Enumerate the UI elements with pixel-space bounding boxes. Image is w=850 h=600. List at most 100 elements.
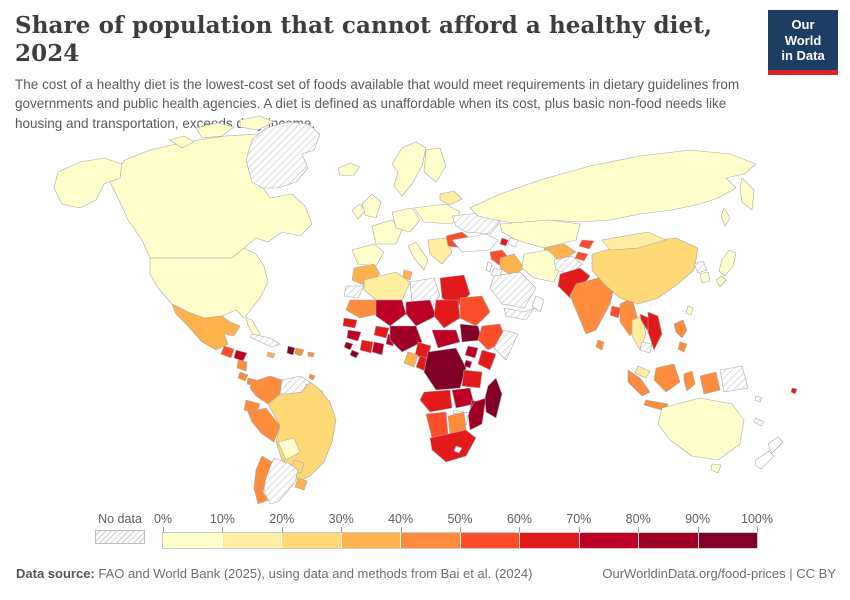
region-jamaica[interactable]	[266, 351, 276, 359]
region-lesotho[interactable]	[453, 445, 463, 454]
region-west-papua[interactable]	[699, 371, 721, 395]
region-tunisia[interactable]	[402, 269, 413, 281]
region-china[interactable]	[591, 237, 699, 305]
region-trinidad[interactable]	[308, 373, 316, 381]
region-liberia[interactable]	[349, 349, 360, 359]
region-cuba[interactable]	[249, 333, 281, 348]
legend-bin[interactable]	[579, 533, 639, 548]
region-italy[interactable]	[407, 241, 429, 271]
region-western-sahara[interactable]	[343, 285, 365, 299]
legend-bin[interactable]	[222, 533, 282, 548]
region-peru[interactable]	[247, 407, 281, 443]
region-philippines-south[interactable]	[677, 341, 688, 353]
legend-bin[interactable]	[520, 533, 580, 548]
region-kamchatka[interactable]	[739, 177, 755, 211]
region-france[interactable]	[371, 219, 403, 245]
legend-no-data[interactable]: No data	[95, 512, 145, 544]
region-senegal[interactable]	[342, 317, 358, 329]
region-puerto-rico[interactable]	[307, 351, 315, 358]
region-dr-congo[interactable]	[423, 347, 467, 391]
region-angola[interactable]	[419, 389, 453, 413]
region-mexico[interactable]	[171, 303, 241, 351]
legend-bin[interactable]	[401, 533, 461, 548]
region-russia[interactable]	[469, 149, 757, 225]
region-japan-south[interactable]	[715, 275, 727, 288]
legend-bin[interactable]	[341, 533, 401, 548]
region-niger[interactable]	[405, 299, 437, 327]
region-mongolia[interactable]	[601, 231, 667, 251]
region-mauritania[interactable]	[345, 299, 379, 319]
region-ivory-coast[interactable]	[359, 339, 374, 354]
region-mozambique[interactable]	[467, 397, 487, 431]
region-australia[interactable]	[657, 397, 745, 461]
region-united-states[interactable]	[149, 247, 269, 319]
region-tasmania[interactable]	[710, 463, 722, 474]
region-north-korea[interactable]	[693, 260, 708, 274]
region-armenia[interactable]	[499, 237, 509, 247]
region-canada[interactable]	[239, 115, 275, 131]
region-kazakhstan[interactable]	[499, 219, 581, 249]
region-sudan[interactable]	[459, 295, 491, 327]
region-greenland[interactable]	[245, 121, 321, 189]
region-tanzania[interactable]	[461, 369, 483, 389]
region-turkey[interactable]	[451, 233, 499, 253]
legend-bin[interactable]	[460, 533, 520, 548]
legend-bin[interactable]	[698, 533, 757, 548]
legend-bin[interactable]	[163, 533, 223, 548]
region-iraq[interactable]	[499, 253, 525, 277]
region-kyrgyzstan[interactable]	[578, 239, 595, 250]
region-vietnam[interactable]	[647, 311, 663, 351]
region-chad[interactable]	[433, 299, 461, 329]
region-malaysia[interactable]	[634, 365, 651, 379]
region-dominican-republic[interactable]	[294, 347, 305, 357]
region-taiwan[interactable]	[685, 305, 694, 316]
region-scandinavia[interactable]	[391, 141, 427, 197]
region-chile[interactable]	[253, 455, 273, 505]
region-alaska[interactable]	[53, 157, 123, 209]
region-japan[interactable]	[718, 249, 737, 277]
region-eastern-europe[interactable]	[413, 203, 461, 225]
region-oman[interactable]	[531, 295, 545, 313]
region-iberia[interactable]	[351, 243, 385, 267]
region-bolivia[interactable]	[277, 437, 301, 461]
region-baltics[interactable]	[439, 190, 463, 206]
region-canada[interactable]	[195, 122, 235, 139]
region-finland[interactable]	[423, 147, 447, 183]
region-sierra-leone[interactable]	[343, 341, 354, 351]
region-new-zealand-south[interactable]	[754, 450, 775, 470]
region-sakhalin[interactable]	[720, 207, 731, 227]
region-somalia[interactable]	[493, 329, 519, 361]
region-saudi-arabia[interactable]	[489, 271, 537, 309]
region-honduras[interactable]	[233, 349, 248, 362]
region-canada[interactable]	[169, 135, 195, 149]
region-burundi[interactable]	[463, 359, 473, 369]
region-new-caledonia[interactable]	[753, 417, 765, 427]
region-namibia[interactable]	[425, 411, 449, 439]
region-borneo[interactable]	[653, 363, 681, 393]
legend-bin[interactable]	[282, 533, 342, 548]
legend-bin[interactable]	[639, 533, 699, 548]
region-nigeria[interactable]	[389, 325, 423, 353]
region-united-kingdom[interactable]	[361, 193, 382, 219]
region-yemen[interactable]	[503, 307, 535, 321]
region-sri-lanka[interactable]	[595, 339, 605, 351]
region-south-africa[interactable]	[429, 429, 477, 463]
region-gabon[interactable]	[403, 351, 419, 368]
region-burkina-faso[interactable]	[373, 325, 390, 339]
region-balkans[interactable]	[427, 237, 453, 265]
footer-link[interactable]: OurWorldinData.org/food-prices | CC BY	[602, 566, 836, 581]
region-uganda[interactable]	[464, 345, 479, 359]
region-papua-new-guinea[interactable]	[719, 365, 749, 393]
region-cambodia[interactable]	[639, 341, 653, 354]
region-madagascar[interactable]	[484, 377, 503, 419]
region-guinea[interactable]	[346, 329, 362, 342]
legend-no-data-swatch[interactable]	[95, 530, 145, 544]
region-ireland[interactable]	[351, 203, 366, 220]
region-uruguay[interactable]	[294, 477, 308, 491]
region-fiji[interactable]	[790, 387, 798, 395]
region-nicaragua[interactable]	[236, 359, 248, 372]
region-philippines[interactable]	[673, 319, 688, 339]
region-bangladesh[interactable]	[609, 305, 622, 319]
region-sumatra[interactable]	[627, 369, 651, 397]
region-new-zealand-north[interactable]	[767, 436, 784, 454]
